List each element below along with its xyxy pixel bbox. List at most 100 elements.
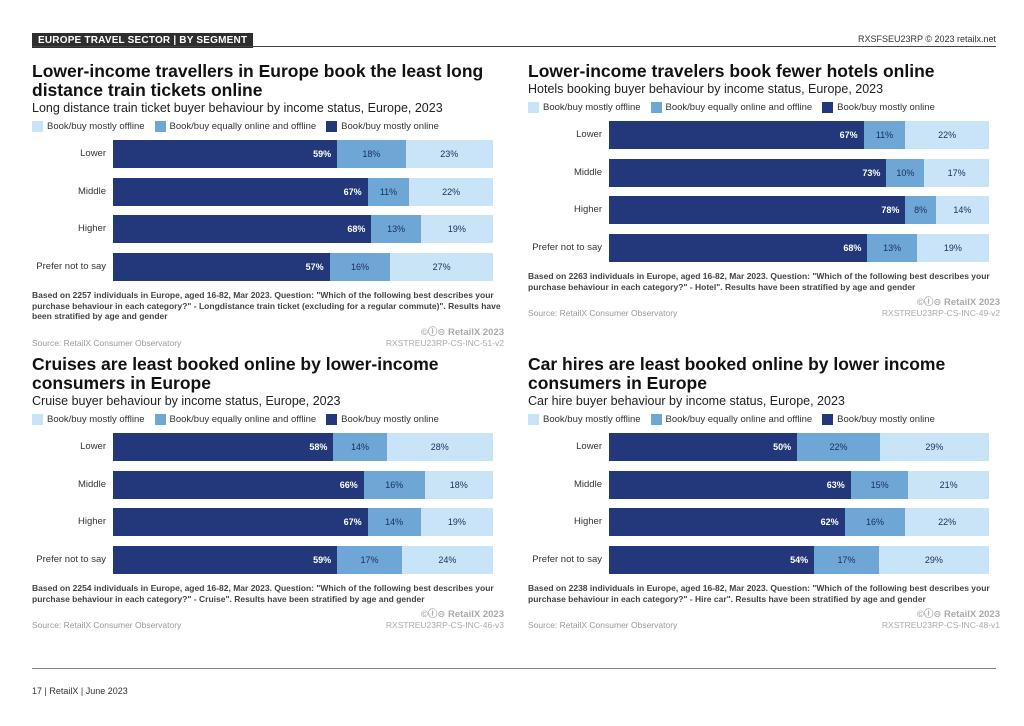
source-label: Source: RetailX Consumer Observatory (32, 337, 182, 348)
stacked-bar: 66% 16% 18% (113, 470, 493, 499)
chart-legend: Book/buy mostly offline Book/buy equally … (32, 414, 504, 425)
category-label: Lower (80, 148, 106, 159)
data-label: 58% (309, 442, 328, 452)
data-label: 14% (953, 205, 972, 215)
data-label: 17% (947, 167, 966, 178)
data-label: 68% (843, 242, 862, 253)
data-label: 68% (347, 224, 366, 234)
data-label: 57% (305, 261, 324, 272)
footer-divider (32, 668, 996, 669)
legend-label: Book/buy mostly offline (543, 414, 641, 425)
legend-swatch (154, 414, 166, 425)
data-label: 29% (924, 554, 943, 565)
data-label: 16% (385, 479, 404, 490)
bar-row: Lower 50% 22% 29% (528, 433, 1000, 461)
legend-label: Book/buy equally online and offline (169, 121, 317, 132)
category-label: Prefer not to say (532, 241, 602, 253)
legend-swatch (650, 102, 662, 113)
bar-segment-offline: 21% (908, 470, 989, 499)
data-label: 73% (862, 167, 881, 178)
bar-segment-online: 66% (113, 470, 364, 499)
chart-title: Lower-income travellers in Europe book t… (32, 61, 484, 100)
stacked-bar: 50% 22% 29% (609, 433, 989, 461)
data-label: 22% (442, 186, 461, 197)
legend-item-equal: Book/buy equally online and offline (154, 121, 317, 132)
category-label: Prefer not to say (36, 260, 106, 272)
data-label: 50% (773, 442, 792, 452)
category-label: Higher (78, 223, 106, 234)
data-label: 17% (837, 554, 856, 565)
stacked-bar: 78% 8% 14% (609, 196, 989, 224)
data-label: 19% (943, 242, 962, 253)
chart-panel-2: Lower-income travelers book fewer hotels… (528, 62, 1000, 318)
legend-item-online: Book/buy mostly online (326, 414, 439, 425)
category-label: Lower (576, 129, 602, 140)
bar-segment-offline: 19% (916, 233, 989, 262)
bar-row: Higher 62% 16% 22% (528, 508, 1000, 536)
data-label: 54% (790, 554, 809, 565)
section-tag: EUROPE TRAVEL SECTOR | BY SEGMENT (32, 33, 254, 48)
stacked-bar-chart: Lower 50% 22% 29% Middle 63% 15% 21% Higher 62% 16… (528, 433, 1000, 574)
legend-swatch (822, 102, 834, 113)
bar-segment-equal: 8% (905, 196, 936, 224)
bar-segment-online: 58% (113, 433, 334, 461)
bar-segment-equal: 17% (814, 545, 879, 574)
chart-panel-1: Lower-income travellers in Europe book t… (32, 62, 504, 348)
data-label: 15% (870, 479, 889, 490)
stacked-bar-chart: Lower 59% 18% 23% Middle 67% 11% 22% Higher 68% 13… (32, 140, 504, 281)
category-label: Middle (574, 478, 602, 490)
category-label: Middle (78, 185, 106, 197)
legend-swatch (326, 121, 338, 132)
bar-segment-equal: 16% (844, 508, 906, 536)
bar-segment-equal: 16% (363, 470, 425, 499)
chart-legend: Book/buy mostly offline Book/buy equally … (528, 414, 1000, 425)
data-label: 14% (385, 517, 404, 527)
category-label: Middle (78, 478, 106, 490)
category-label: Prefer not to say (36, 553, 106, 565)
stacked-bar-chart: Lower 58% 14% 28% Middle 66% 16% 18% Higher 67% 14… (32, 433, 504, 574)
legend-label: Book/buy mostly online (837, 414, 935, 425)
source-label: Source: RetailX Consumer Observatory (528, 620, 678, 630)
bar-row: Middle 66% 16% 18% (32, 470, 504, 499)
legend-swatch (326, 414, 338, 425)
legend-swatch (650, 414, 662, 425)
brand-credit: ©ⓘ⊝ RetailX 2023 (916, 297, 1000, 308)
bar-segment-offline: 22% (905, 121, 989, 149)
bar-segment-online: 73% (609, 158, 887, 187)
bar-row: Prefer not to say 59% 17% 24% (32, 545, 504, 574)
bar-segment-equal: 15% (850, 470, 909, 499)
bar-segment-online: 59% (113, 545, 338, 574)
stacked-bar: 57% 16% 27% (113, 252, 493, 281)
legend-item-equal: Book/buy equally online and offline (650, 102, 812, 113)
data-label: 22% (938, 130, 957, 140)
bar-row: Middle 67% 11% 22% (32, 177, 504, 206)
bar-segment-equal: 14% (367, 508, 421, 536)
data-label: 59% (313, 149, 332, 159)
category-label: Middle (574, 166, 602, 178)
stacked-bar: 59% 17% 24% (113, 545, 493, 574)
bar-segment-equal: 14% (333, 433, 387, 461)
data-label: 19% (447, 517, 466, 527)
bar-row: Lower 67% 11% 22% (528, 121, 1000, 149)
data-label: 10% (896, 167, 915, 178)
data-label: 11% (875, 130, 894, 140)
brand-credit: ©ⓘ⊝ RetailX 2023 (420, 609, 504, 620)
data-label: 23% (440, 149, 459, 159)
chart-title: Cruises are least booked online by lower… (32, 354, 439, 393)
bar-segment-online: 62% (609, 508, 845, 536)
bar-segment-offline: 22% (409, 177, 493, 206)
page-footer: 17 | RetailX | June 2023 (32, 686, 128, 696)
legend-label: Book/buy mostly offline (47, 414, 145, 425)
legend-label: Book/buy mostly online (837, 102, 935, 113)
legend-swatch (154, 121, 166, 132)
data-label: 27% (432, 261, 451, 272)
bar-row: Prefer not to say 68% 13% 19% (528, 233, 1000, 262)
chart-code: RXSTREU23RP-CS-INC-48-v1 (881, 620, 1000, 630)
legend-label: Book/buy equally online and offline (665, 414, 813, 425)
data-label: 14% (350, 442, 369, 452)
bar-segment-equal: 18% (337, 140, 406, 168)
bar-segment-equal: 13% (371, 215, 421, 243)
chart-code: RXSTREU23RP-CS-INC-49-v2 (881, 308, 1000, 318)
bar-segment-offline: 22% (905, 508, 989, 536)
bar-segment-equal: 10% (886, 158, 925, 187)
